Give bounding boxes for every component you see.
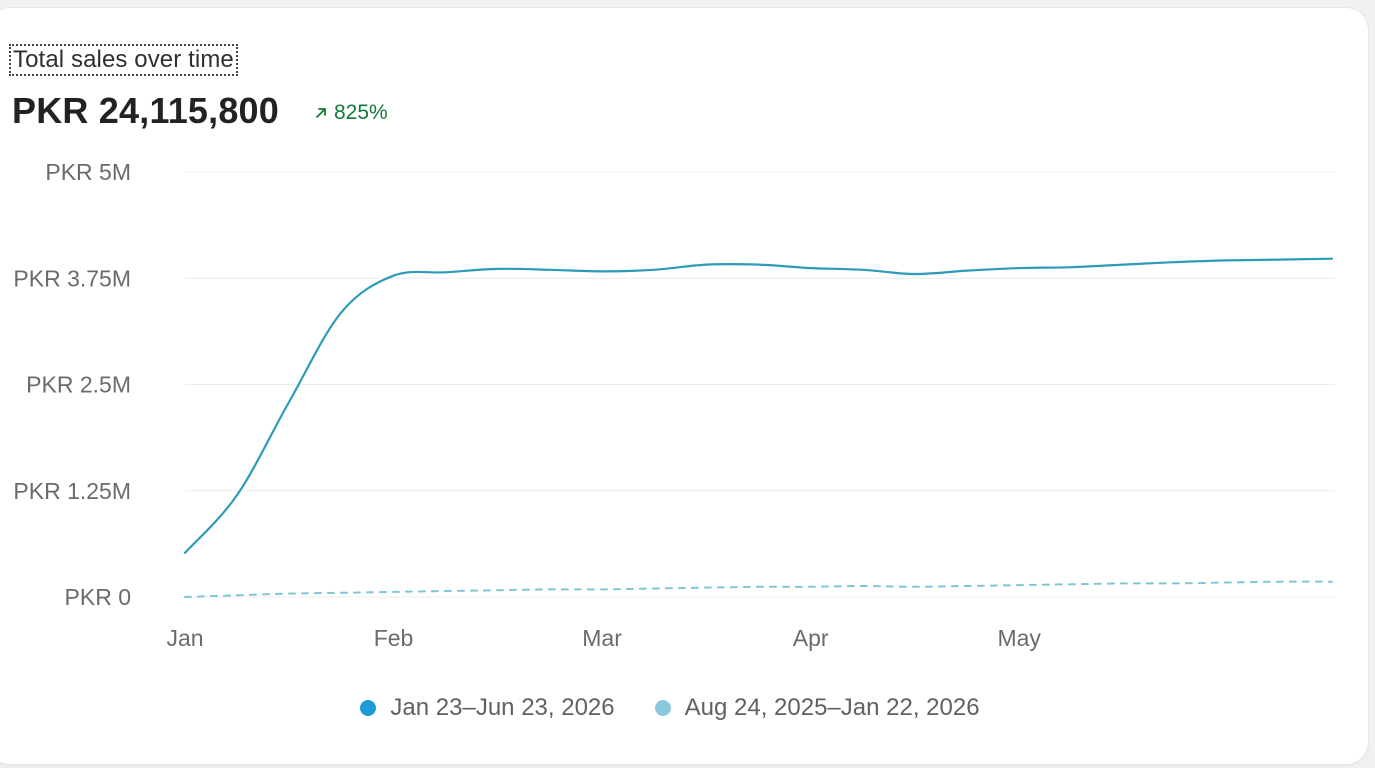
y-tick-label: PKR 0 bbox=[65, 584, 131, 610]
legend-marker-previous bbox=[654, 700, 671, 716]
x-tick-label: Apr bbox=[793, 625, 829, 651]
legend-item-current[interactable]: Jan 23–Jun 23, 2026 bbox=[360, 694, 615, 722]
y-tick-label: PKR 3.75M bbox=[13, 265, 131, 291]
legend-label-previous: Aug 24, 2025–Jan 22, 2026 bbox=[684, 694, 980, 721]
series-line-current bbox=[183, 257, 1334, 554]
x-tick-label: Feb bbox=[374, 625, 414, 651]
series-line-previous bbox=[184, 580, 1333, 598]
sales-chart-card bbox=[0, 8, 1368, 764]
chart-title[interactable]: Total sales over time bbox=[9, 44, 238, 76]
chart-legend: Jan 23–Jun 23, 2026 Aug 24, 2025–Jan 22,… bbox=[0, 694, 1340, 722]
total-sales-value: PKR 24,115,800 bbox=[12, 90, 279, 131]
change-badge: 825% bbox=[314, 101, 388, 125]
legend-marker-current bbox=[360, 700, 377, 716]
legend-label-current: Jan 23–Jun 23, 2026 bbox=[390, 694, 615, 721]
y-tick-label: PKR 2.5M bbox=[26, 372, 131, 398]
change-percent: 825% bbox=[334, 101, 388, 124]
y-tick-label: PKR 1.25M bbox=[13, 478, 131, 504]
arrow-up-right-icon bbox=[316, 108, 326, 118]
legend-item-previous[interactable]: Aug 24, 2025–Jan 22, 2026 bbox=[654, 694, 980, 722]
x-tick-label: Jan bbox=[166, 625, 203, 651]
y-tick-label: PKR 5M bbox=[45, 159, 131, 185]
x-tick-label: Mar bbox=[582, 625, 622, 651]
x-tick-label: May bbox=[997, 625, 1041, 651]
